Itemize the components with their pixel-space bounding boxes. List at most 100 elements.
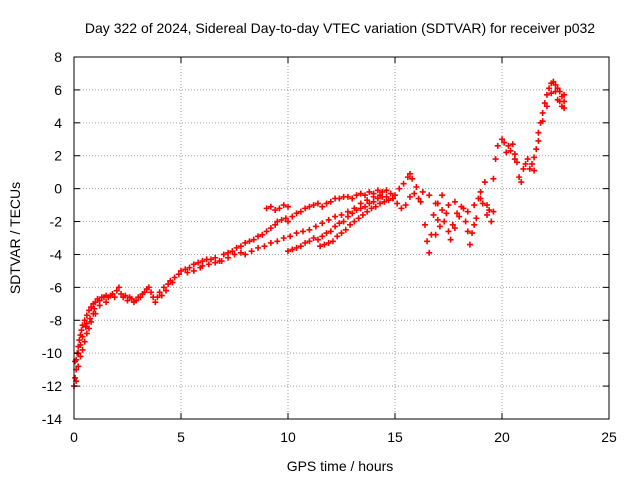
data-point <box>445 228 452 235</box>
data-point <box>385 197 392 204</box>
data-point <box>430 211 437 218</box>
data-point <box>184 269 191 276</box>
data-point <box>377 200 384 207</box>
data-point <box>124 297 131 304</box>
data-point <box>285 218 291 225</box>
data-point <box>306 226 313 233</box>
data-point <box>471 202 478 209</box>
data-point <box>516 174 523 181</box>
data-point <box>92 299 99 306</box>
data-point <box>285 203 291 210</box>
data-point <box>72 358 79 365</box>
data-point <box>329 238 336 245</box>
data-point <box>145 284 152 291</box>
data-point <box>503 149 510 156</box>
data-point <box>426 249 433 256</box>
data-point <box>276 205 283 212</box>
data-point <box>377 192 384 199</box>
data-point <box>340 218 347 225</box>
data-point <box>111 294 118 301</box>
x-tick-label: 5 <box>177 429 185 445</box>
data-point <box>362 192 369 199</box>
data-point <box>154 294 161 301</box>
data-point <box>344 193 351 200</box>
data-point <box>126 294 133 301</box>
data-point <box>526 165 533 172</box>
data-point <box>325 216 332 223</box>
data-point <box>306 238 313 245</box>
data-point <box>280 235 287 241</box>
data-point <box>552 81 559 88</box>
data-point <box>336 220 343 227</box>
data-point <box>195 259 202 266</box>
data-point <box>306 203 313 210</box>
y-tick-label: -6 <box>50 279 63 295</box>
data-point <box>411 190 418 197</box>
data-point <box>477 195 484 202</box>
data-point <box>231 251 238 258</box>
data-point <box>535 137 542 144</box>
x-tick-label: 10 <box>280 429 296 445</box>
data-point <box>486 207 493 214</box>
axis-ticks: 0 5 10 15 20 25 -14 -12 -10 -8 -6 -4 -2 0 2 4 6 8 <box>42 49 617 445</box>
data-point <box>447 236 454 243</box>
data-point <box>118 290 125 297</box>
data-point <box>417 198 424 205</box>
data-point <box>160 284 167 291</box>
data-point <box>454 210 461 217</box>
data-point <box>539 118 546 125</box>
y-tick-label: -4 <box>50 246 63 262</box>
data-point <box>103 299 110 306</box>
data-point <box>466 241 473 248</box>
data-point <box>163 287 170 294</box>
data-point <box>406 193 413 200</box>
data-point <box>490 175 497 182</box>
data-point <box>421 221 428 228</box>
data-point <box>505 142 512 149</box>
data-point <box>404 174 411 181</box>
plot-frame <box>73 56 610 420</box>
y-tick-label: 4 <box>54 115 62 131</box>
data-point <box>398 205 405 212</box>
data-point <box>72 374 79 381</box>
data-point <box>182 266 189 273</box>
data-point <box>289 246 296 253</box>
data-point <box>471 221 478 228</box>
data-point <box>115 284 122 291</box>
data-point <box>312 223 319 230</box>
data-point <box>432 200 439 207</box>
data-point <box>449 221 456 228</box>
data-point <box>190 267 197 274</box>
data-point <box>293 210 300 217</box>
data-point <box>368 205 375 212</box>
data-point <box>77 353 84 360</box>
data-point <box>481 179 488 186</box>
data-point <box>469 230 476 237</box>
data-point <box>355 215 362 222</box>
data-point <box>207 256 214 263</box>
data-point <box>357 200 364 207</box>
data-point <box>488 218 495 225</box>
data-point <box>321 241 328 248</box>
data-point <box>518 179 525 186</box>
data-point <box>383 193 390 200</box>
y-tick-label: 0 <box>54 181 62 197</box>
data-point <box>141 289 148 296</box>
data-point <box>79 333 86 340</box>
x-axis-label: GPS time / hours <box>287 458 394 474</box>
data-point <box>552 88 559 95</box>
data-point <box>272 207 279 214</box>
data-point <box>186 264 193 271</box>
data-point <box>255 244 262 251</box>
data-point <box>248 248 255 255</box>
y-tick-label: 2 <box>54 148 62 164</box>
data-point <box>513 159 520 166</box>
data-point <box>122 292 129 299</box>
data-point <box>509 141 516 148</box>
data-point <box>511 156 518 163</box>
data-point <box>543 103 550 110</box>
data-point <box>445 202 452 209</box>
data-point <box>319 220 326 227</box>
data-point <box>82 323 89 330</box>
